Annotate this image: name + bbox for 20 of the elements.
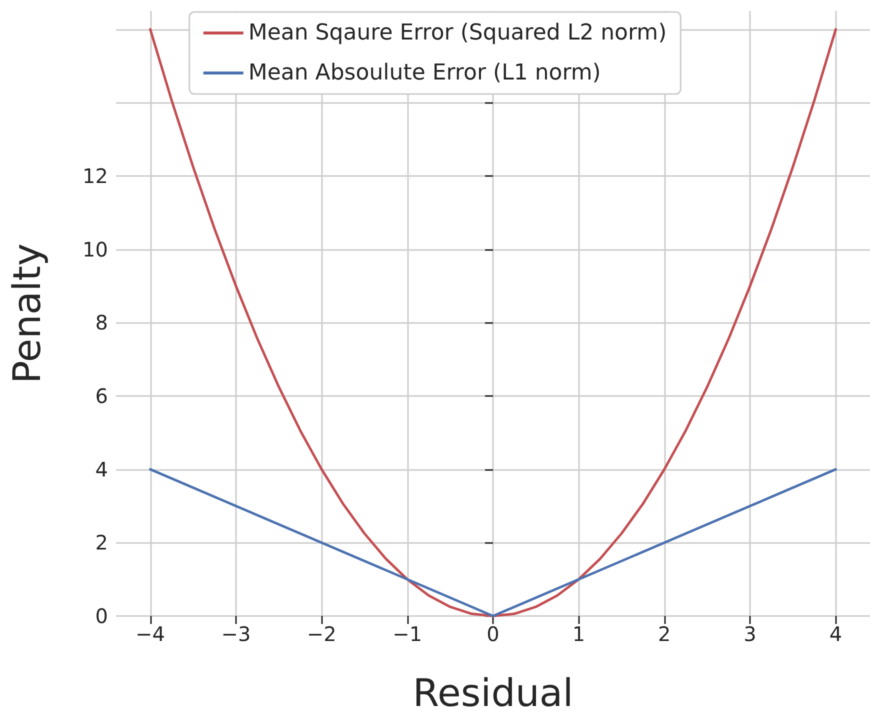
y-tick-label: 12 xyxy=(82,164,108,188)
y-tick-label: 10 xyxy=(82,237,108,262)
y-axis-title: Penalty xyxy=(5,243,49,384)
y-tick-label: 2 xyxy=(95,530,108,555)
legend-label: Mean Absoulute Error (L1 norm) xyxy=(248,60,601,86)
y-tick-label: 8 xyxy=(95,310,108,335)
y-tick-label: 0 xyxy=(95,604,108,628)
y-tick-label: 6 xyxy=(95,384,108,408)
x-tick-label: 1 xyxy=(572,622,586,646)
x-tick-label: 4 xyxy=(829,622,842,646)
x-tick-label: −3 xyxy=(221,622,251,646)
x-tick-label: 2 xyxy=(658,622,671,646)
x-axis-title: Residual xyxy=(412,671,574,715)
x-tick-label: 3 xyxy=(744,622,756,646)
x-tick-label: −1 xyxy=(392,622,422,646)
x-tick-label: 0 xyxy=(486,622,500,646)
y-tick-label: 4 xyxy=(95,457,108,482)
x-tick-label: −4 xyxy=(136,622,166,646)
legend-label: Mean Sqaure Error (Squared L2 norm) xyxy=(248,20,667,46)
x-tick-label: −2 xyxy=(306,622,336,646)
